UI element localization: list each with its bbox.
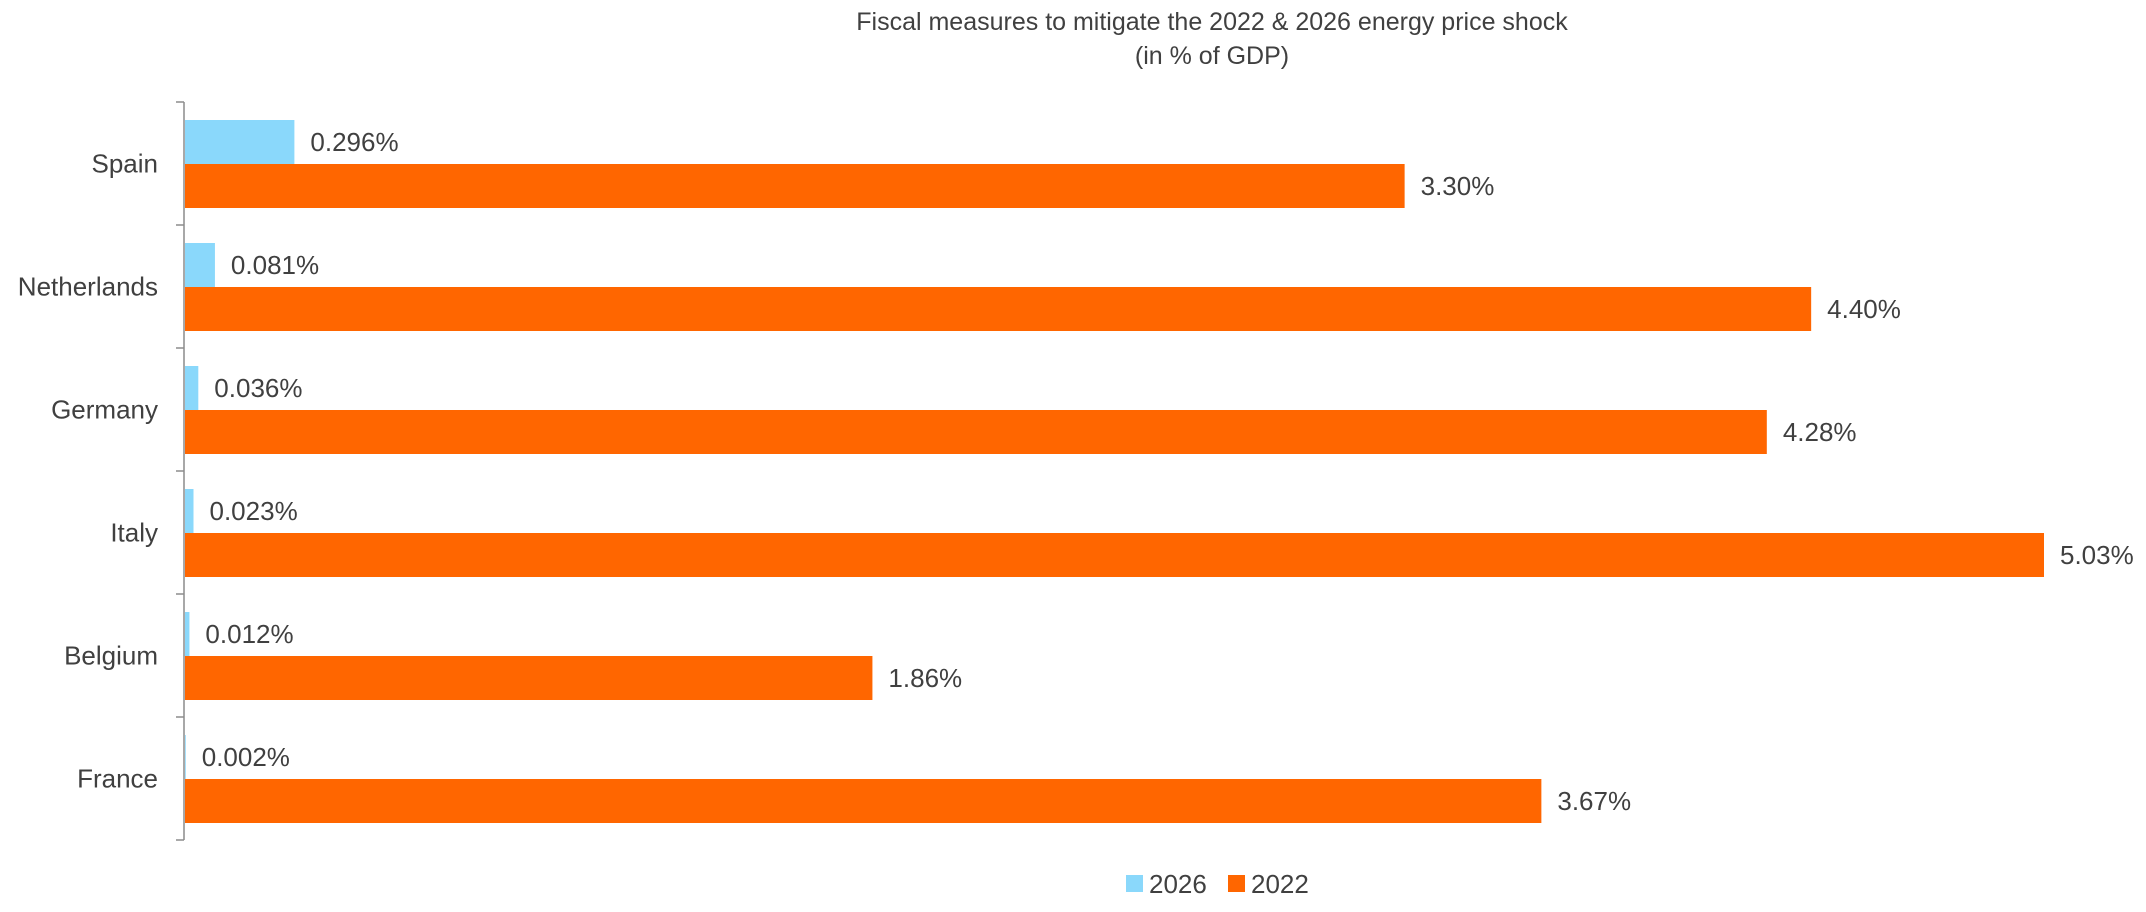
category-label: Germany [51, 395, 158, 425]
legend: 2026 2022 [1126, 869, 1309, 899]
data-label: 0.296% [310, 127, 398, 157]
category-label: Netherlands [18, 272, 158, 302]
legend-swatch [1126, 875, 1143, 892]
category-label: Spain [92, 149, 159, 179]
data-label: 1.86% [888, 663, 962, 693]
data-label: 0.012% [205, 619, 293, 649]
bar-2022 [185, 656, 873, 700]
category-axis: Spain Netherlands Germany Italy Belgium Franc… [18, 101, 185, 841]
bar-2026 [185, 612, 190, 656]
category-label: Italy [110, 518, 158, 548]
data-label: 0.023% [210, 496, 298, 526]
category-label: France [77, 764, 158, 794]
bar-2026 [185, 243, 215, 287]
bar-2026 [185, 735, 186, 779]
bar-2026 [185, 366, 199, 410]
data-label: 0.036% [214, 373, 302, 403]
data-label: 4.40% [1827, 294, 1901, 324]
data-label: 0.002% [202, 742, 290, 772]
bar-2022 [185, 533, 2044, 577]
bar-2022 [185, 287, 1812, 331]
bar-2022 [185, 779, 1542, 823]
bar-2022 [185, 410, 1767, 454]
bar-2026 [185, 489, 194, 533]
legend-label: 2022 [1251, 869, 1309, 899]
legend-label: 2026 [1149, 869, 1207, 899]
chart-title: Fiscal measures to mitigate the 2022 & 2… [856, 8, 1568, 36]
data-label: 4.28% [1783, 417, 1857, 447]
data-label: 5.03% [2060, 540, 2134, 570]
data-label: 0.081% [231, 250, 319, 280]
bar-2022 [185, 164, 1405, 208]
bars: 0.296% 3.30% 0.081% 4.40% 0.036% 4.28% 0.023% 5… [185, 120, 2134, 823]
category-label: Belgium [64, 641, 158, 671]
bar-2026 [185, 120, 295, 164]
legend-swatch [1228, 875, 1245, 892]
chart-subtitle: (in % of GDP) [1135, 42, 1289, 70]
data-label: 3.30% [1421, 171, 1495, 201]
data-label: 3.67% [1557, 786, 1631, 816]
